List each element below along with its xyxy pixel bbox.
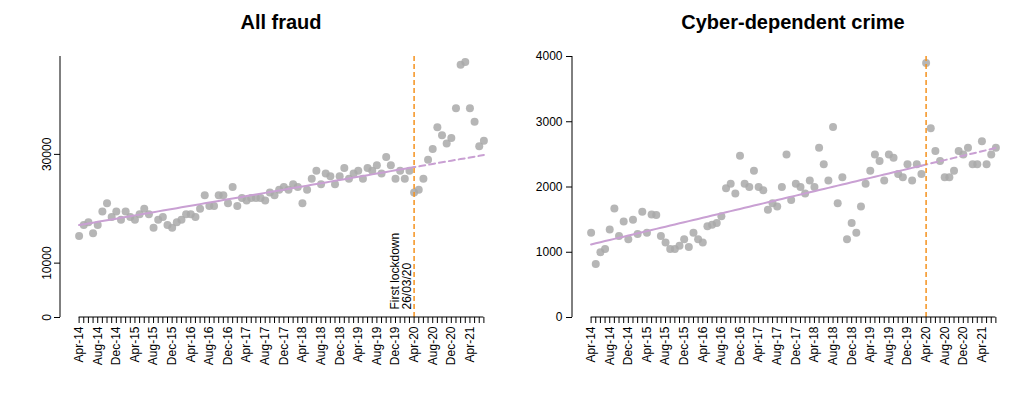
svg-text:Dec-16: Dec-16: [733, 326, 747, 365]
svg-text:Apr-19: Apr-19: [863, 326, 877, 362]
svg-text:Apr-17: Apr-17: [239, 326, 253, 362]
svg-text:Dec-14: Dec-14: [109, 326, 123, 365]
svg-text:Dec-18: Dec-18: [844, 326, 858, 365]
svg-text:Dec-20: Dec-20: [444, 326, 458, 365]
svg-text:Aug-16: Aug-16: [714, 326, 728, 365]
svg-text:Apr-14: Apr-14: [72, 326, 86, 362]
svg-text:Aug-17: Aug-17: [258, 326, 272, 365]
svg-text:Apr-20: Apr-20: [407, 326, 421, 362]
svg-text:3000: 3000: [536, 115, 563, 129]
svg-text:Apr-14: Apr-14: [584, 326, 598, 362]
svg-text:Apr-15: Apr-15: [640, 326, 654, 362]
svg-text:First lockdown26/03/20: First lockdown26/03/20: [388, 233, 414, 310]
svg-text:Aug-18: Aug-18: [826, 326, 840, 365]
svg-text:Apr-19: Apr-19: [351, 326, 365, 362]
svg-text:Apr-21: Apr-21: [975, 326, 989, 362]
svg-text:Dec-15: Dec-15: [165, 326, 179, 365]
svg-text:Apr-16: Apr-16: [184, 326, 198, 362]
svg-text:Dec-17: Dec-17: [789, 326, 803, 365]
svg-text:Aug-14: Aug-14: [603, 326, 617, 365]
svg-text:Dec-17: Dec-17: [277, 326, 291, 365]
svg-text:Aug-15: Aug-15: [146, 326, 160, 365]
svg-text:Aug-20: Aug-20: [426, 326, 440, 365]
html-text:All fraud: All fraud: [240, 11, 322, 33]
svg-text:0: 0: [40, 314, 54, 321]
svg-text:10000: 10000: [40, 246, 54, 280]
svg-text:Dec-15: Dec-15: [677, 326, 691, 365]
svg-text:2000: 2000: [536, 180, 563, 194]
svg-text:Aug-17: Aug-17: [770, 326, 784, 365]
svg-text:Dec-19: Dec-19: [388, 326, 402, 365]
svg-text:Aug-14: Aug-14: [91, 326, 105, 365]
svg-text:Apr-16: Apr-16: [696, 326, 710, 362]
svg-text:Apr-15: Apr-15: [128, 326, 142, 362]
svg-text:Aug-19: Aug-19: [370, 326, 384, 365]
svg-text:Apr-21: Apr-21: [463, 326, 477, 362]
svg-text:Dec-20: Dec-20: [956, 326, 970, 365]
svg-text:Apr-20: Apr-20: [919, 326, 933, 362]
svg-text:Dec-16: Dec-16: [221, 326, 235, 365]
svg-text:1000: 1000: [536, 245, 563, 259]
svg-text:Aug-16: Aug-16: [202, 326, 216, 365]
svg-text:Dec-14: Dec-14: [621, 326, 635, 365]
svg-text:Aug-20: Aug-20: [938, 326, 952, 365]
svg-text:Apr-18: Apr-18: [295, 326, 309, 362]
svg-text:Aug-15: Aug-15: [658, 326, 672, 365]
svg-text:Dec-19: Dec-19: [900, 326, 914, 365]
svg-text:Apr-18: Apr-18: [807, 326, 821, 362]
svg-text:0: 0: [556, 310, 563, 324]
svg-text:30000: 30000: [40, 137, 54, 171]
html-text:Cyber-dependent crime: Cyber-dependent crime: [681, 11, 905, 33]
svg-text:Apr-17: Apr-17: [751, 326, 765, 362]
svg-text:4000: 4000: [536, 49, 563, 63]
svg-text:Aug-19: Aug-19: [882, 326, 896, 365]
svg-text:Aug-18: Aug-18: [314, 326, 328, 365]
svg-text:Dec-18: Dec-18: [332, 326, 346, 365]
